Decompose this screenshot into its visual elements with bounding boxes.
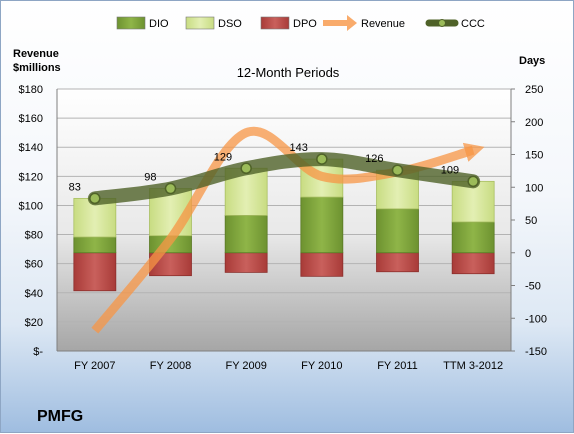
ccc-data-label: 126 [365, 153, 383, 165]
left-tick-label: $60 [25, 259, 43, 271]
right-tick-label: 200 [525, 117, 543, 129]
x-tick-label: FY 2011 [377, 360, 418, 372]
ccc-point [240, 162, 252, 175]
x-tick-label: FY 2009 [225, 360, 266, 372]
right-tick-label: 150 [525, 150, 543, 162]
legend-swatch-dio [116, 16, 146, 30]
left-tick-label: $100 [19, 200, 43, 212]
plot-background [57, 89, 511, 351]
legend-label-dio: DIO [149, 18, 169, 30]
legend: DIO DSO DPO Revenue CCC [116, 15, 485, 31]
x-tick-label: FY 2007 [74, 360, 115, 372]
left-tick-label: $140 [19, 142, 43, 154]
legend-swatch-revenue [323, 15, 357, 31]
ccc-data-label: 109 [441, 164, 459, 176]
right-tick-label: 50 [525, 215, 537, 227]
gridlines [57, 88, 511, 352]
right-tick-label: 100 [525, 182, 543, 194]
dpo-bar [224, 252, 268, 273]
x-tick-label: FY 2010 [301, 360, 342, 372]
x-tick-label: TTM 3-2012 [443, 360, 503, 372]
dpo-bar [451, 252, 495, 275]
legend-swatch-dpo [260, 16, 290, 30]
bars [73, 158, 495, 292]
ccc-point [164, 182, 177, 195]
right-axis-title: Days [519, 55, 545, 67]
ccc-point [316, 153, 328, 165]
x-tick-label: FY 2008 [150, 360, 191, 372]
ccc-point [391, 164, 404, 176]
dio-bar [73, 236, 117, 254]
right-tick-label: -150 [525, 346, 547, 358]
left-axis-title: Revenue [13, 48, 59, 60]
legend-label-ccc: CCC [461, 18, 485, 30]
ccc-data-label: 98 [144, 172, 156, 184]
right-tick-label: 250 [525, 84, 543, 96]
legend-marker-ccc [438, 19, 446, 27]
series-lines: 83 98 129 143 126 109 [69, 126, 485, 334]
left-tick-label: $80 [25, 230, 43, 242]
dpo-bar [376, 252, 419, 273]
dio-bar [376, 208, 419, 254]
legend-label-revenue: Revenue [361, 18, 405, 30]
legend-swatch-dso [185, 16, 215, 30]
ccc-line [87, 152, 481, 206]
dio-bar [224, 215, 268, 254]
plot-area [57, 89, 511, 351]
dpo-bar [73, 252, 117, 292]
ccc-data-label: 143 [289, 142, 307, 154]
ccc-data-label: 83 [69, 181, 81, 193]
left-tick-label: $40 [25, 288, 43, 300]
axes: $- $20 $40 $60 $80 $100 $120 $140 $160 $180 -150 -1… [13, 48, 547, 372]
chart-title: 12-Month Periods [237, 65, 340, 80]
right-tick-label: -100 [525, 313, 547, 325]
left-tick-label: $160 [19, 113, 43, 125]
left-tick-label: $20 [25, 317, 43, 329]
dio-bar [451, 221, 495, 254]
legend-label-dpo: DPO [293, 18, 317, 30]
left-tick-label: $- [33, 346, 43, 358]
dio-bar [300, 196, 344, 254]
right-tick-label: -50 [525, 281, 541, 293]
dpo-bar [300, 252, 344, 277]
right-tick-label: 0 [525, 248, 531, 260]
ccc-point [89, 192, 101, 205]
left-axis-title: $millions [13, 62, 61, 74]
left-tick-label: $120 [19, 171, 43, 183]
ccc-data-label: 129 [214, 151, 232, 163]
company-label: PMFG [37, 408, 83, 425]
legend-label-dso: DSO [218, 18, 242, 30]
dso-bar [73, 197, 117, 238]
left-tick-label: $180 [19, 84, 43, 96]
ccc-point [467, 175, 479, 188]
